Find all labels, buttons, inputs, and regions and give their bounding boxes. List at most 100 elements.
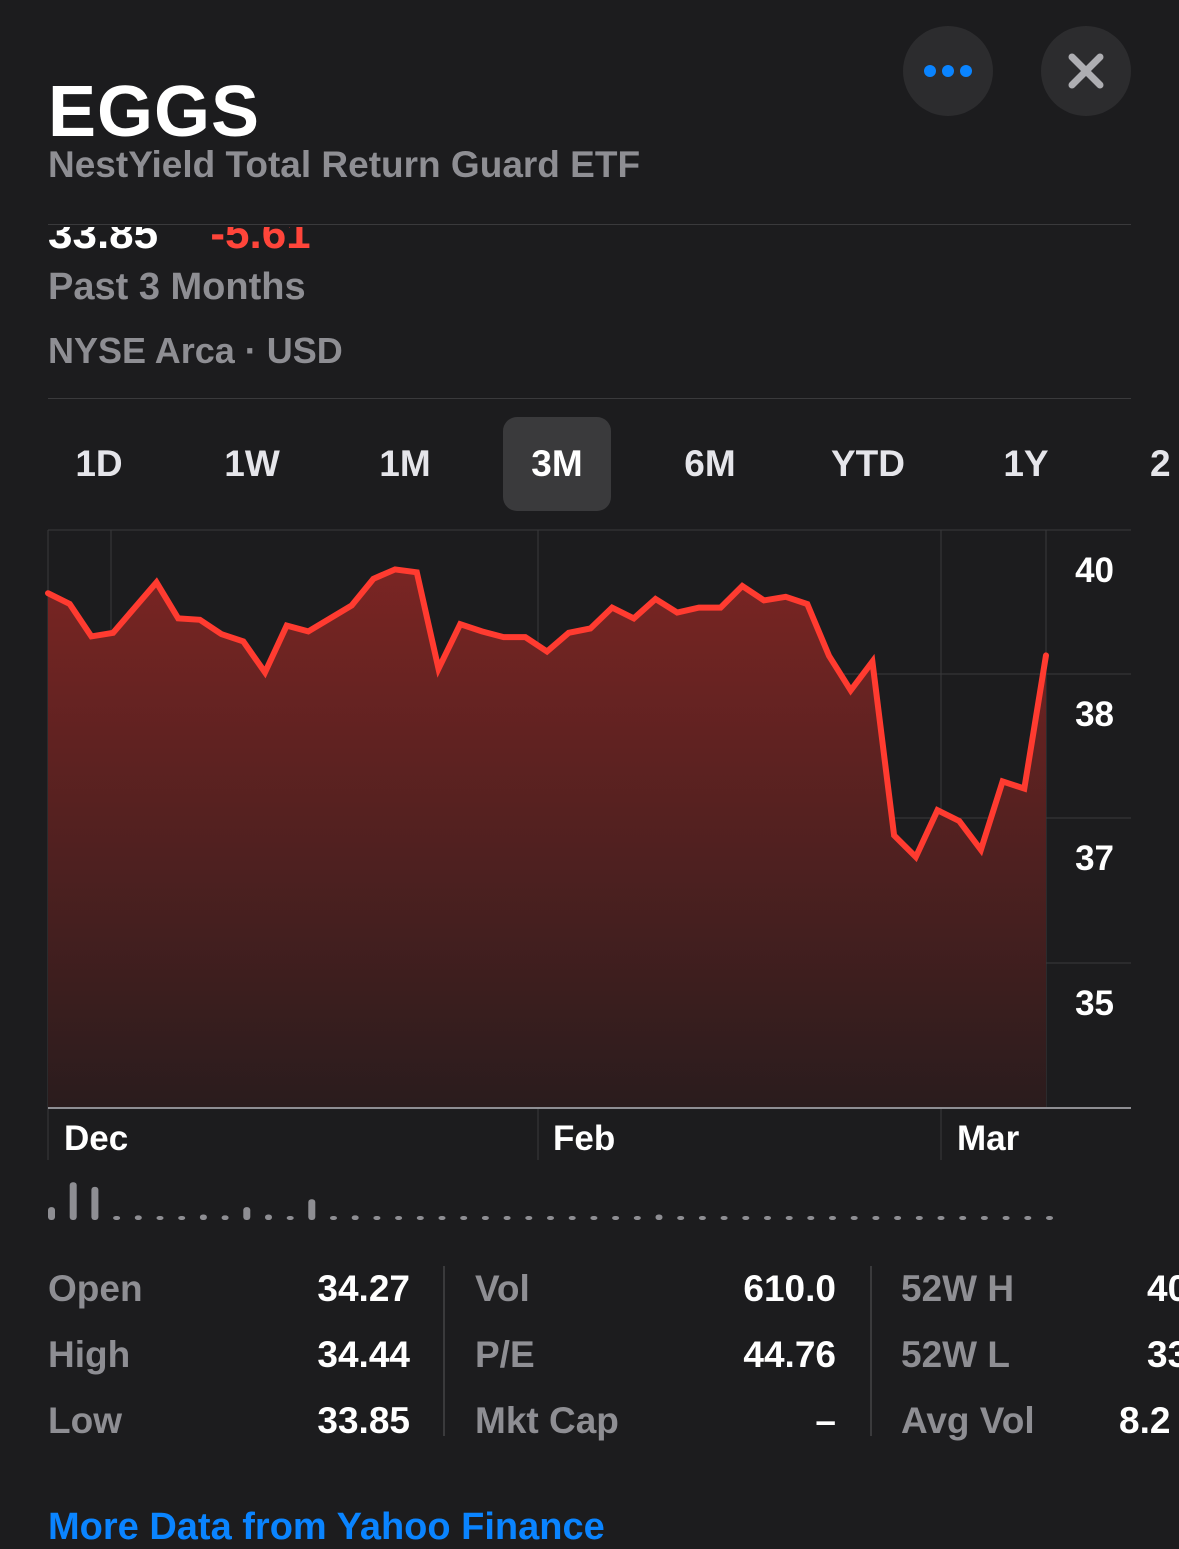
stat-label-avg-vol: Avg Vol [901,1400,1035,1441]
ellipsis-icon [924,65,972,77]
stat-label-pe: P/E [475,1334,535,1375]
volume-bar [959,1216,967,1220]
tab-3m[interactable]: 3M [503,417,611,511]
volume-bar [829,1216,836,1220]
volume-bar [937,1216,945,1220]
volume-bar [764,1216,771,1220]
price-row: 33.85 -5.61 [0,227,1179,257]
volume-bar [481,1216,489,1220]
volume-bar [547,1216,554,1220]
volume-bar [48,1207,55,1220]
stats-column-divider [443,1266,445,1436]
tab-1w[interactable]: 1W [224,443,280,484]
tab-2y-partial[interactable]: 2 [1150,443,1171,484]
volume-bar [178,1216,186,1220]
volume-bar [416,1216,424,1220]
price-change: -5.61 [210,227,311,257]
volume-bar [243,1207,251,1220]
volume-bar [438,1216,446,1220]
exchange-label: NYSE Arca · USD [48,330,343,371]
volume-bar [698,1216,706,1220]
volume-bar [460,1216,468,1220]
stat-value-avg-vol: 8.2 [1119,1400,1171,1441]
volume-bar [1046,1216,1053,1220]
tab-1m[interactable]: 1M [379,443,431,484]
price-line [45,566,1049,863]
volume-bar [655,1214,663,1220]
stat-value-52w-low: 33 [1147,1334,1179,1375]
y-tick-label: 40 [1075,551,1114,590]
volume-bar [395,1216,403,1220]
stat-value-52w-high: 40 [1147,1268,1179,1309]
volume-bar [330,1216,337,1220]
x-tick-label: Feb [553,1119,615,1158]
stat-value-pe: 44.76 [743,1334,836,1375]
header-divider [48,224,1131,225]
volume-bar [633,1216,641,1220]
tab-1d[interactable]: 1D [75,443,123,484]
stat-value-mkt-cap: – [815,1400,836,1441]
ticker-symbol: EGGS [48,72,261,152]
volume-bar [807,1216,815,1220]
stat-value-open: 34.27 [317,1268,410,1309]
close-button[interactable] [1041,26,1131,116]
volume-bar [894,1216,902,1220]
volume-bar [785,1216,793,1220]
volume-bar [872,1216,880,1220]
fund-name: NestYield Total Return Guard ETF [48,144,641,185]
stat-label-open: Open [48,1268,143,1309]
x-tick-label: Mar [957,1119,1020,1158]
close-icon [1068,53,1104,89]
stat-label-vol: Vol [475,1268,530,1309]
stat-label-mkt-cap: Mkt Cap [475,1400,619,1441]
volume-bar [525,1216,533,1220]
volume-bar [503,1216,511,1220]
volume-bar [221,1215,229,1220]
volume-bar [156,1216,164,1220]
stat-label-52w-high: 52W H [901,1268,1015,1309]
volume-bar [1002,1216,1010,1220]
tabs-divider [48,398,1131,399]
volume-bar [373,1216,381,1220]
price-area-fill [48,569,1046,1108]
volume-bar [677,1216,685,1220]
volume-bar [915,1216,923,1220]
period-label: Past 3 Months [48,266,306,308]
volume-bar [265,1214,272,1220]
stats-column-divider [870,1266,872,1436]
yahoo-finance-link[interactable]: More Data from Yahoo Finance [48,1506,605,1548]
stat-value-vol: 610.0 [743,1268,836,1309]
stat-value-low: 33.85 [317,1400,410,1441]
stat-value-high: 34.44 [317,1334,410,1375]
y-tick-label: 35 [1075,984,1114,1023]
stat-label-low: Low [48,1400,122,1441]
volume-bar [742,1216,750,1220]
volume-bar [720,1216,728,1220]
volume-bar [1024,1216,1032,1220]
volume-bar [69,1182,77,1220]
volume-bar [351,1215,359,1220]
volume-bar [199,1214,207,1220]
volume-bar [113,1216,121,1220]
tab-ytd[interactable]: YTD [831,443,905,484]
more-options-button[interactable] [903,26,993,116]
tab-6m[interactable]: 6M [684,443,736,484]
y-tick-label: 37 [1075,839,1114,878]
volume-bar [980,1216,988,1220]
volume-bar [286,1216,294,1220]
volume-bars [48,1182,1053,1220]
volume-bar [91,1186,99,1220]
volume-bar [134,1215,142,1220]
current-price: 33.85 [48,227,159,257]
tab-1y[interactable]: 1Y [1003,443,1049,484]
volume-bar [612,1216,620,1220]
x-tick-label: Dec [64,1119,128,1158]
stat-label-high: High [48,1334,131,1375]
y-tick-label: 38 [1075,695,1114,734]
volume-bar [590,1216,598,1220]
price-chart[interactable]: 40 38 37 35 Dec Feb Mar [0,520,1179,1240]
stat-label-52w-low: 52W L [901,1334,1010,1375]
volume-bar [850,1216,858,1220]
volume-bar [308,1199,316,1220]
volume-bar [568,1216,576,1220]
